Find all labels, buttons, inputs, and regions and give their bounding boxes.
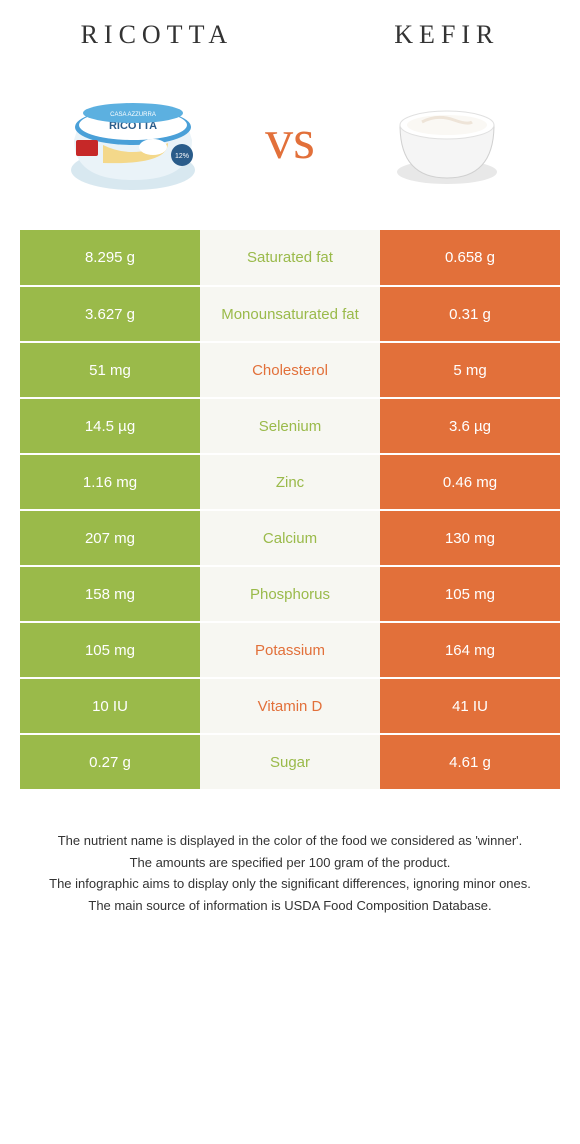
header: Ricotta Kefir [0, 0, 580, 60]
left-value: 3.627 g [20, 286, 200, 342]
left-value: 8.295 g [20, 230, 200, 286]
left-value: 51 mg [20, 342, 200, 398]
images-row: RICOTTA CASA AZZURRA 12% vs [0, 60, 580, 230]
nutrient-label: Potassium [200, 622, 380, 678]
right-value: 105 mg [380, 566, 560, 622]
footer-line: The infographic aims to display only the… [28, 874, 552, 894]
left-value: 1.16 mg [20, 454, 200, 510]
right-value: 4.61 g [380, 734, 560, 790]
left-value: 158 mg [20, 566, 200, 622]
table-row: 1.16 mgZinc0.46 mg [20, 454, 560, 510]
vs-label: vs [265, 108, 315, 172]
footer-line: The amounts are specified per 100 gram o… [28, 853, 552, 873]
table-row: 207 mgCalcium130 mg [20, 510, 560, 566]
table-row: 10 IUVitamin D41 IU [20, 678, 560, 734]
right-food-title: Kefir [394, 20, 499, 50]
right-value: 130 mg [380, 510, 560, 566]
nutrient-label: Selenium [200, 398, 380, 454]
kefir-image [372, 80, 522, 200]
table-row: 105 mgPotassium164 mg [20, 622, 560, 678]
nutrient-label: Monounsaturated fat [200, 286, 380, 342]
ricotta-image: RICOTTA CASA AZZURRA 12% [58, 80, 208, 200]
left-value: 207 mg [20, 510, 200, 566]
nutrition-table: 8.295 gSaturated fat0.658 g3.627 gMonoun… [20, 230, 560, 791]
svg-text:CASA AZZURRA: CASA AZZURRA [111, 112, 157, 118]
table-row: 3.627 gMonounsaturated fat0.31 g [20, 286, 560, 342]
right-value: 5 mg [380, 342, 560, 398]
left-value: 0.27 g [20, 734, 200, 790]
right-value: 0.658 g [380, 230, 560, 286]
left-food-title: Ricotta [81, 20, 234, 50]
right-value: 0.31 g [380, 286, 560, 342]
footer-line: The nutrient name is displayed in the co… [28, 831, 552, 851]
table-row: 51 mgCholesterol5 mg [20, 342, 560, 398]
right-value: 41 IU [380, 678, 560, 734]
nutrient-label: Sugar [200, 734, 380, 790]
table-row: 158 mgPhosphorus105 mg [20, 566, 560, 622]
nutrient-label: Calcium [200, 510, 380, 566]
right-value: 164 mg [380, 622, 560, 678]
table-row: 0.27 gSugar4.61 g [20, 734, 560, 790]
nutrient-label: Saturated fat [200, 230, 380, 286]
right-value: 0.46 mg [380, 454, 560, 510]
right-value: 3.6 µg [380, 398, 560, 454]
nutrient-label: Zinc [200, 454, 380, 510]
table-row: 14.5 µgSelenium3.6 µg [20, 398, 560, 454]
svg-text:12%: 12% [175, 153, 189, 160]
nutrient-label: Vitamin D [200, 678, 380, 734]
table-row: 8.295 gSaturated fat0.658 g [20, 230, 560, 286]
footer-line: The main source of information is USDA F… [28, 896, 552, 916]
left-value: 105 mg [20, 622, 200, 678]
nutrient-label: Phosphorus [200, 566, 380, 622]
left-value: 10 IU [20, 678, 200, 734]
footer-notes: The nutrient name is displayed in the co… [0, 791, 580, 915]
nutrient-label: Cholesterol [200, 342, 380, 398]
left-value: 14.5 µg [20, 398, 200, 454]
